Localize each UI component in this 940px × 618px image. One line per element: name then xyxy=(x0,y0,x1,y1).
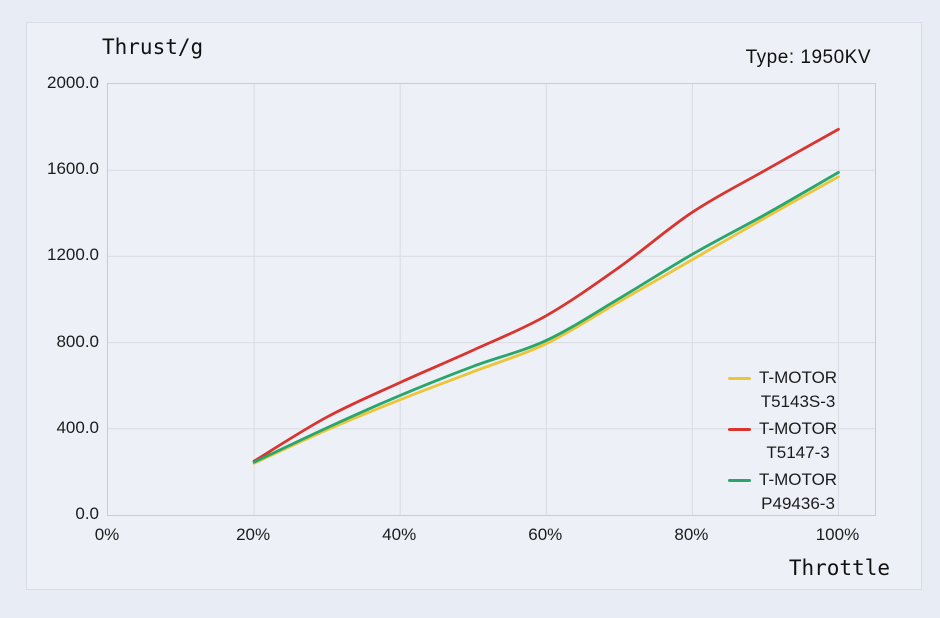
y-tick-label: 800.0 xyxy=(56,331,99,351)
x-tick-label: 40% xyxy=(382,525,417,544)
legend-line-swatch xyxy=(728,479,751,482)
legend-label-brand: T-MOTOR xyxy=(759,419,838,438)
y-tick-label: 1600.0 xyxy=(47,159,99,179)
x-tick-label: 20% xyxy=(236,525,271,544)
series-line xyxy=(252,127,840,463)
legend-item: T-MOTOR T5147-3 xyxy=(728,417,837,465)
legend-item: T-MOTOR P49436-3 xyxy=(728,468,837,516)
y-tick-label: 0.0 xyxy=(75,504,99,523)
legend-line-swatch xyxy=(728,377,751,380)
y-tick-label: 400.0 xyxy=(56,417,99,437)
x-tick-label: 0% xyxy=(94,525,120,544)
legend-label-brand: T-MOTOR xyxy=(759,368,838,387)
chart-panel: Thrust/g Type: 1950KV Throttle T-MOTOR T5… xyxy=(26,22,922,590)
legend-line-swatch xyxy=(728,428,751,431)
legend-label-brand: T-MOTOR xyxy=(759,470,838,489)
legend-label-model: T5147-3 xyxy=(766,443,830,462)
y-axis-title: Thrust/g xyxy=(102,35,204,59)
legend-label-model: P49436-3 xyxy=(761,494,835,513)
series-line xyxy=(252,175,840,465)
x-tick-label: 100% xyxy=(815,525,860,544)
motor-type-label: Type: 1950KV xyxy=(745,47,871,68)
legend: T-MOTOR T5143S-3 T-MOTOR T5147-3 T-MOTOR P494… xyxy=(728,366,837,519)
y-tick-label: 2000.0 xyxy=(47,73,99,92)
legend-label: T-MOTOR T5143S-3 xyxy=(759,366,837,414)
legend-label-model: T5143S-3 xyxy=(760,392,836,411)
x-axis-title: Throttle xyxy=(788,556,890,580)
x-tick-label: 80% xyxy=(674,525,709,544)
legend-item: T-MOTOR T5143S-3 xyxy=(728,366,837,414)
legend-label: T-MOTOR T5147-3 xyxy=(759,417,837,465)
series-line xyxy=(252,170,840,464)
x-tick-label: 60% xyxy=(528,525,563,544)
y-tick-label: 1200.0 xyxy=(47,245,99,265)
legend-label: T-MOTOR P49436-3 xyxy=(759,468,837,516)
